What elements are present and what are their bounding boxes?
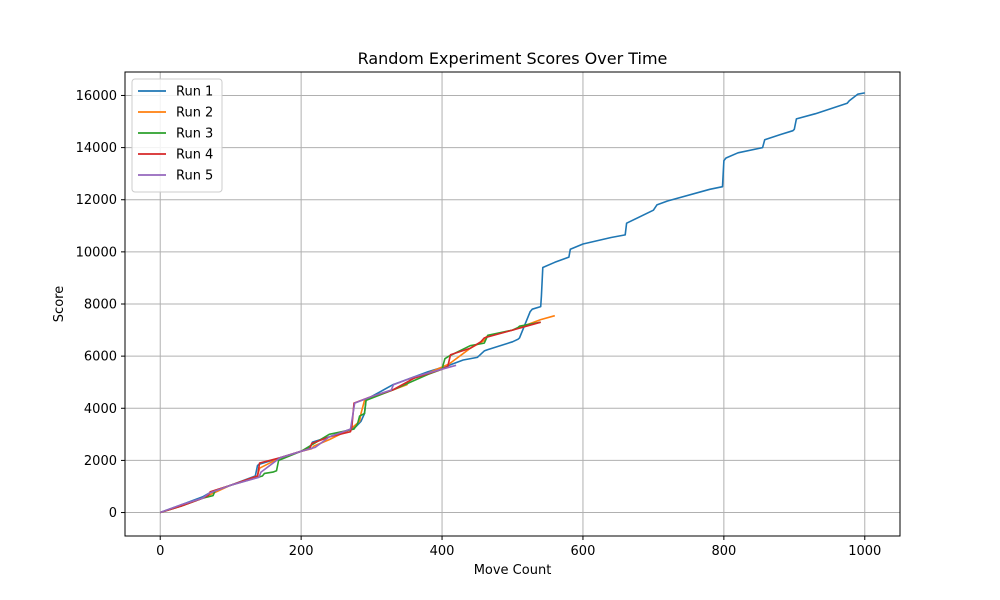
y-tick-label: 10000 [76, 245, 117, 260]
x-tick-label: 600 [571, 544, 596, 559]
y-tick-label: 6000 [84, 350, 117, 365]
series-lines [159, 92, 865, 514]
legend-box [131, 78, 223, 193]
x-tick-label: 200 [289, 544, 314, 559]
x-tick-label: 0 [156, 544, 164, 559]
x-tick-label: 800 [711, 544, 736, 559]
y-tick-label: 14000 [76, 141, 117, 156]
legend-entry-label: Run 2 [176, 106, 213, 121]
y-tick-label: 16000 [76, 89, 117, 104]
legend: Run 1 Run 2 Run 3 Run 4 Run 5 [131, 78, 223, 193]
axis-ticks: 0 200 400 600 800 100002000400060008000100001… [76, 89, 882, 559]
x-tick-label: 400 [430, 544, 455, 559]
legend-entry-label: Run 5 [176, 169, 213, 184]
series-line-run-5 [159, 364, 457, 514]
legend-entry-label: Run 4 [176, 148, 213, 163]
y-tick-label: 12000 [76, 193, 117, 208]
y-tick-label: 2000 [84, 454, 117, 469]
x-axis-label: Move Count [474, 563, 552, 578]
x-tick-label: 1000 [848, 544, 881, 559]
legend-entry-label: Run 1 [176, 85, 213, 100]
series-line-run-1 [159, 92, 865, 514]
y-tick-label: 0 [109, 506, 117, 521]
y-tick-label: 8000 [84, 298, 117, 313]
chart-title: Random Experiment Scores Over Time [358, 49, 668, 68]
y-tick-label: 4000 [84, 402, 117, 417]
y-axis-label: Score [52, 286, 67, 322]
legend-entry-label: Run 3 [176, 127, 213, 142]
grid [125, 72, 900, 536]
